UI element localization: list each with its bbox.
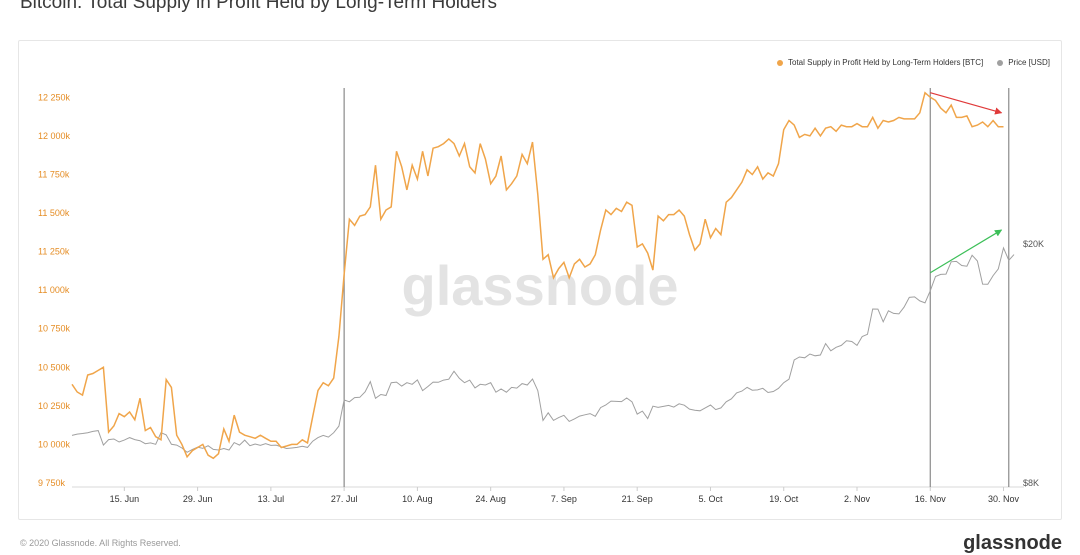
x-tick-label: 5. Oct [698, 494, 723, 504]
y-left-tick-label: 11 000k [38, 285, 70, 295]
footer-copyright: © 2020 Glassnode. All Rights Reserved. [20, 538, 181, 548]
legend-dot-price [997, 59, 1004, 66]
legend-label-price: Price [USD] [1008, 58, 1050, 67]
annotation-layer [929, 92, 1003, 274]
price-series-line [71, 246, 1015, 453]
x-tick-label: 2. Nov [844, 494, 871, 504]
supply-series-line [71, 91, 1004, 460]
x-tick-label: 16. Nov [915, 494, 947, 504]
x-tick-label: 13. Jul [258, 494, 285, 504]
legend-label-supply: Total Supply in Profit Held by Long-Term… [788, 58, 984, 67]
y-left-tick-label: 10 000k [38, 439, 71, 449]
legend-dot-supply [777, 59, 783, 66]
axis-layer: 9 750k 10 000k 10 250k 10 500k 10 750k 11 000… [38, 92, 1044, 504]
chart-card [18, 40, 1062, 520]
x-tick-label: 10. Aug [402, 494, 433, 504]
y-right-tick-label: $8K [1023, 478, 1039, 488]
x-tick-label: 29. Jun [183, 494, 213, 504]
y-left-tick-label: 12 250k [38, 92, 71, 102]
y-left-tick-label: 12 000k [38, 131, 71, 141]
marker-layer [343, 88, 1010, 487]
y-left-tick-label: 11 750k [38, 169, 70, 179]
watermark: glassnode [402, 254, 679, 317]
legend-item-price[interactable]: Price [USD] [997, 58, 1050, 67]
y-left-tick-label: 10 500k [38, 362, 71, 372]
y-left-tick-label: 9 750k [38, 478, 66, 488]
x-tick-label: 30. Nov [988, 494, 1020, 504]
legend-item-supply[interactable]: Total Supply in Profit Held by Long-Term… [777, 58, 983, 67]
y-left-tick-label: 11 500k [38, 208, 70, 218]
x-tick-label: 27. Jul [331, 494, 358, 504]
y-left-tick-label: 10 750k [38, 324, 71, 334]
down-trend-arrow [930, 92, 1003, 115]
page-title: Bitcoin: Total Supply in Profit Held by … [20, 0, 497, 13]
y-left-tick-label: 11 250k [38, 247, 70, 257]
up-trend-arrow [929, 229, 1003, 274]
chart-legend: Total Supply in Profit Held by Long-Term… [777, 58, 1050, 67]
x-tick-label: 7. Sep [551, 494, 577, 504]
series-layer [71, 91, 1015, 460]
x-tick-label: 24. Aug [475, 494, 506, 504]
y-left-tick-label: 10 250k [38, 401, 71, 411]
x-tick-label: 19. Oct [769, 494, 799, 504]
x-tick-label: 21. Sep [622, 494, 653, 504]
grid-layer [72, 486, 1024, 491]
y-right-tick-label: $20K [1023, 239, 1044, 249]
x-tick-label: 15. Jun [110, 494, 140, 504]
